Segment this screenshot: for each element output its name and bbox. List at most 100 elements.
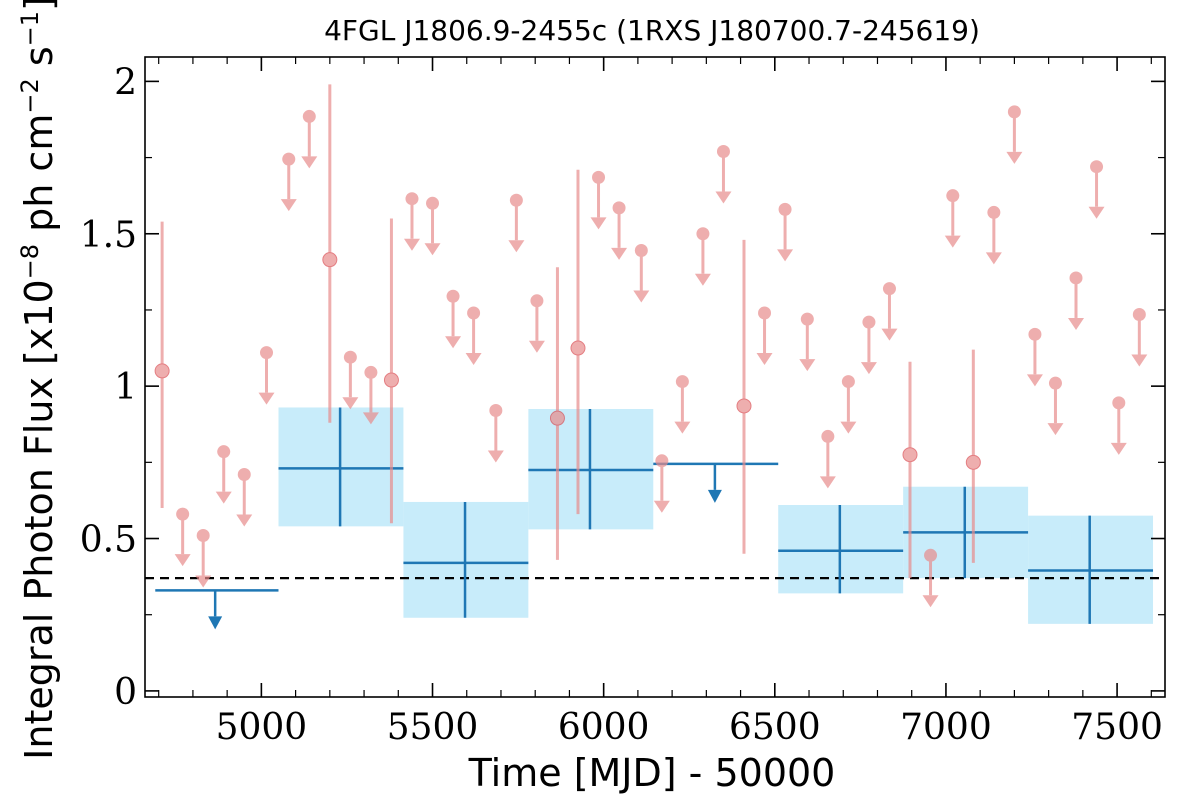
y-tick-label: 0 xyxy=(114,672,137,713)
upper-limit-marker xyxy=(800,312,814,326)
short-bin-point xyxy=(1110,396,1127,455)
upper-limit-arrow xyxy=(756,353,773,365)
upper-limit-arrow xyxy=(881,328,898,341)
short-bin-point xyxy=(633,244,650,303)
upper-limit-arrow xyxy=(1047,423,1064,436)
upper-limit-marker xyxy=(260,346,274,360)
short-bin-marker xyxy=(154,363,170,379)
short-bin-point xyxy=(1047,376,1064,436)
y-tick-label: 2 xyxy=(114,62,137,103)
x-axis: 5000 5500 6000 6500 7000 7500 xyxy=(158,57,1163,748)
upper-limit-marker xyxy=(634,244,648,258)
upper-limit-arrow xyxy=(174,554,191,567)
upper-limit-arrow xyxy=(195,575,212,588)
y-axis-label-unit-2: s xyxy=(17,46,61,78)
short-bin-marker xyxy=(570,340,586,356)
short-bin-marker xyxy=(902,447,918,463)
long-bin-point xyxy=(903,486,1029,579)
y-tick-label: 1.5 xyxy=(80,215,137,256)
upper-limit-arrow xyxy=(674,421,691,434)
upper-limit-arrow xyxy=(403,238,420,251)
upper-limit-arrow xyxy=(215,491,232,504)
short-bin-marker xyxy=(322,252,338,268)
upper-limit-arrow xyxy=(301,156,318,169)
short-bin-point xyxy=(611,201,628,260)
short-bin-point xyxy=(756,306,773,365)
x-tick-label: 6500 xyxy=(729,707,821,748)
upper-limit-arrow xyxy=(1110,442,1127,455)
upper-limit-marker xyxy=(612,201,626,215)
y-axis-label-exponent-2: −2 xyxy=(16,78,44,113)
y-axis: 0 0.5 1 1.5 2 xyxy=(80,62,1165,713)
upper-limit-marker xyxy=(364,365,378,379)
short-bin-point xyxy=(383,218,399,524)
short-bin-point xyxy=(736,239,752,554)
short-bin-point xyxy=(195,528,212,588)
short-bin-point xyxy=(528,294,545,353)
upper-limit-arrow xyxy=(487,450,504,463)
upper-limit-arrow xyxy=(465,353,482,365)
upper-limit-arrow xyxy=(922,595,939,608)
chart-title: 4FGL J1806.9-2455c (1RXS J180700.7-24561… xyxy=(324,14,980,47)
upper-limit-arrow xyxy=(715,191,732,204)
upper-limit-arrow xyxy=(860,362,877,375)
upper-limit-marker xyxy=(778,202,792,216)
short-bin-point xyxy=(902,361,918,579)
short-bin-marker xyxy=(736,398,752,414)
y-tick-label: 0.5 xyxy=(80,520,137,561)
long-bin-point xyxy=(653,462,779,503)
upper-limit-arrow xyxy=(528,340,545,353)
upper-limit-marker xyxy=(446,289,460,303)
long-bin-point xyxy=(403,501,529,618)
upper-limit-arrow xyxy=(633,290,650,303)
upper-limit-marker xyxy=(282,152,296,166)
short-bin-point xyxy=(860,315,877,375)
upper-limit-marker xyxy=(592,170,606,184)
upper-limit-marker xyxy=(237,468,251,482)
upper-limit-arrow xyxy=(611,247,628,260)
upper-limit-marker xyxy=(217,445,231,459)
short-bin-marker xyxy=(965,454,981,470)
upper-limit-arrow xyxy=(840,421,857,434)
short-bin-marker xyxy=(383,372,399,388)
short-bin-point xyxy=(694,227,711,286)
upper-limit-arrow xyxy=(1006,151,1023,164)
short-bin-point xyxy=(174,507,191,567)
short-bin-point xyxy=(342,350,359,410)
short-bin-point xyxy=(280,152,297,212)
short-bin-point xyxy=(840,375,857,434)
upper-limit-arrow xyxy=(653,500,670,513)
long-bin-point xyxy=(778,505,904,594)
short-bin-point xyxy=(1026,327,1043,387)
upper-limit-marker xyxy=(696,227,710,241)
upper-limit-arrow xyxy=(208,616,223,630)
upper-limit-arrow xyxy=(985,252,1002,265)
x-tick-label: 6000 xyxy=(558,707,650,748)
upper-limit-marker xyxy=(1048,376,1062,390)
upper-limit-arrow xyxy=(694,273,711,286)
upper-limit-arrow xyxy=(1131,354,1148,367)
upper-limit-arrow xyxy=(508,240,525,253)
short-bin-point xyxy=(674,375,691,434)
short-bin-point xyxy=(322,84,338,423)
y-axis-label-unit-1: ph cm xyxy=(17,114,61,244)
short-bin-point xyxy=(301,109,318,169)
short-bin-point xyxy=(965,349,981,563)
short-bin-point xyxy=(424,196,441,256)
upper-limit-marker xyxy=(758,306,772,320)
short-bin-point xyxy=(549,267,565,560)
upper-limit-arrow xyxy=(707,489,722,503)
upper-limit-arrow xyxy=(362,412,379,425)
upper-limit-arrow xyxy=(445,336,462,349)
upper-limit-marker xyxy=(675,375,689,389)
upper-limit-marker xyxy=(302,109,316,123)
x-tick-label: 7000 xyxy=(900,707,992,748)
upper-limit-marker xyxy=(426,196,440,210)
upper-limit-marker xyxy=(716,144,730,158)
long-bin-series xyxy=(155,407,1154,630)
upper-limit-arrow xyxy=(799,359,816,372)
upper-limit-marker xyxy=(841,375,855,389)
upper-limit-arrow xyxy=(258,392,275,405)
upper-limit-marker xyxy=(1112,396,1126,410)
